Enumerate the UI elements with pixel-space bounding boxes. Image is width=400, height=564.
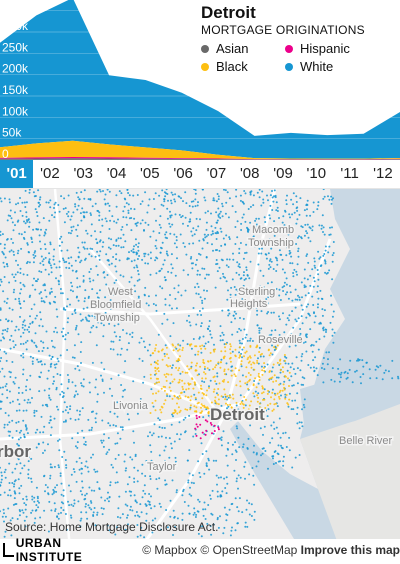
- legend-item-white: White: [285, 59, 385, 74]
- legend-label-black: Black: [216, 59, 248, 74]
- mapbox-link[interactable]: © Mapbox: [142, 543, 198, 557]
- highway-i696: [59, 302, 301, 316]
- label-belle-river: Belle River: [339, 435, 393, 447]
- label-roseville: Roseville: [258, 334, 303, 346]
- map-attribution: © Mapbox © OpenStreetMap Improve this ma…: [142, 543, 400, 557]
- y-tick-label: 0: [2, 147, 9, 160]
- canada-shore: [300, 399, 400, 539]
- legend: Detroit MORTGAGE ORIGINATIONS Asian Hisp…: [201, 4, 396, 74]
- map-base: [0, 189, 400, 539]
- highway-i96: [0, 347, 216, 413]
- label-macomb-1: Macomb: [252, 224, 294, 236]
- legend-item-black: Black: [201, 59, 285, 74]
- y-tick-label: 50k: [2, 126, 22, 140]
- detroit-river: [230, 421, 337, 539]
- label-sterling-2: Heights: [230, 298, 268, 310]
- area-hispanic: [0, 157, 400, 160]
- label-west-bloomfield-1: West: [108, 286, 133, 298]
- map-view[interactable]: Macomb Township West Bloomfield Township…: [0, 189, 400, 539]
- source-note: Source: Home Mortgage Disclosure Act.: [5, 520, 219, 534]
- year-tab[interactable]: '04: [106, 165, 127, 182]
- label-detroit: Detroit: [210, 405, 265, 424]
- year-tab[interactable]: '02: [40, 165, 60, 182]
- year-tab[interactable]: '07: [206, 165, 227, 182]
- label-arbor: rbor: [0, 442, 31, 461]
- label-macomb-2: Township: [248, 237, 294, 249]
- place-labels: Macomb Township West Bloomfield Township…: [0, 223, 394, 475]
- y-tick-label: 350k: [2, 1, 29, 15]
- legend-label-hispanic: Hispanic: [300, 41, 350, 56]
- urban-logo-icon: [3, 543, 14, 557]
- map-svg[interactable]: Macomb Township West Bloomfield Township…: [0, 189, 400, 539]
- year-tab[interactable]: '06: [173, 165, 193, 182]
- year-tab[interactable]: '01: [0, 160, 34, 188]
- legend-dot-hispanic: [285, 44, 293, 53]
- legend-item-asian: Asian: [201, 41, 285, 56]
- legend-items: Asian Hispanic Black White: [201, 41, 396, 74]
- chart-svg: 0 50k 100k 150k 200k 250k 300k 350k: [0, 0, 400, 160]
- year-tab[interactable]: '11: [340, 165, 359, 182]
- label-livonia: Livonia: [113, 400, 149, 412]
- osm-link[interactable]: © OpenStreetMap: [200, 543, 298, 557]
- y-tick-label: 150k: [2, 83, 29, 97]
- legend-dot-asian: [201, 44, 209, 53]
- highway-i275: [53, 189, 71, 539]
- legend-subtitle: MORTGAGE ORIGINATIONS: [201, 23, 365, 37]
- year-tab[interactable]: '12: [373, 165, 393, 182]
- lake-st-clair-south: [300, 359, 400, 434]
- highway-i94: [0, 238, 332, 441]
- logo-text: URBAN INSTITUTE: [15, 536, 83, 564]
- y-tick-label: 300k: [2, 19, 29, 33]
- label-west-bloomfield-2: Bloomfield: [90, 299, 141, 311]
- legend-item-hispanic: Hispanic: [285, 41, 385, 56]
- year-tab[interactable]: '10: [306, 165, 327, 182]
- footer: URBAN INSTITUTE © Mapbox © OpenStreetMap…: [0, 536, 400, 564]
- stacked-area-chart: 0 50k 100k 150k 200k 250k 300k 350k: [0, 0, 400, 160]
- y-tick-label: 100k: [2, 104, 29, 118]
- year-tab[interactable]: '09: [273, 165, 293, 182]
- y-tick-label: 200k: [2, 62, 29, 76]
- year-tab[interactable]: '08: [239, 165, 260, 182]
- area-asian: [0, 158, 400, 160]
- year-tab[interactable]: '05: [140, 165, 160, 182]
- y-tick-label: 250k: [2, 40, 29, 54]
- label-taylor: Taylor: [147, 461, 177, 473]
- legend-dot-black: [201, 62, 209, 71]
- area-white: [0, 0, 400, 159]
- legend-label-white: White: [300, 59, 334, 74]
- year-tab[interactable]: '03: [73, 165, 94, 182]
- legend-title: Detroit: [201, 3, 256, 22]
- label-sterling-1: Sterling: [238, 286, 275, 298]
- year-timeline: '01 '02 '03 '04 '05 '06 '07 '08 '09 '10 '11 '12: [0, 160, 400, 189]
- area-black: [0, 140, 400, 160]
- label-west-bloomfield-3: Township: [94, 312, 140, 324]
- origination-dots: [0, 189, 400, 539]
- legend-dot-white: [285, 62, 293, 71]
- legend-label-asian: Asian: [216, 41, 249, 56]
- improve-map-link[interactable]: Improve this map: [300, 543, 400, 557]
- urban-institute-logo[interactable]: URBAN INSTITUTE: [3, 536, 128, 564]
